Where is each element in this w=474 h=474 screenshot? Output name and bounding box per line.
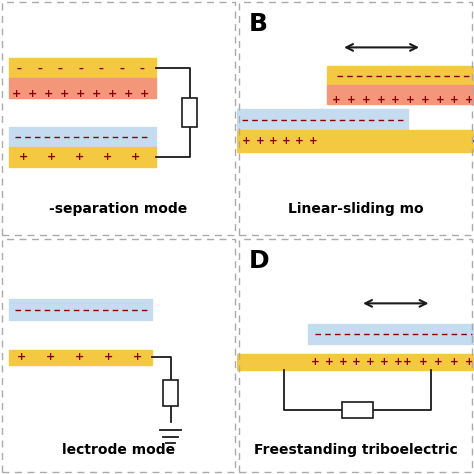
Text: +: + — [376, 94, 385, 105]
Text: –: – — [78, 63, 83, 73]
Text: +: + — [46, 352, 55, 362]
Bar — [327, 85, 474, 104]
Text: +: + — [436, 94, 444, 105]
Text: -separation mode: -separation mode — [49, 201, 188, 216]
Text: –: – — [99, 63, 103, 73]
Text: +: + — [311, 357, 319, 367]
Text: +: + — [133, 352, 142, 362]
Text: +: + — [130, 152, 140, 162]
Text: +: + — [362, 94, 370, 105]
Bar — [182, 99, 197, 127]
Text: +: + — [406, 94, 415, 105]
Bar — [342, 402, 374, 418]
Text: +: + — [347, 94, 356, 105]
Bar — [237, 130, 474, 152]
Bar — [9, 58, 156, 78]
Text: +: + — [17, 352, 26, 362]
Bar — [9, 147, 156, 167]
Bar — [308, 323, 474, 344]
Text: +: + — [242, 136, 251, 146]
Text: +: + — [449, 357, 458, 367]
Text: +: + — [465, 357, 474, 367]
Bar — [237, 355, 474, 370]
Text: +: + — [75, 352, 84, 362]
Bar — [327, 66, 474, 85]
Text: +: + — [309, 136, 317, 146]
Text: +: + — [140, 89, 149, 99]
Text: +: + — [28, 89, 37, 99]
Text: –: – — [17, 63, 21, 73]
Text: +: + — [60, 89, 69, 99]
Text: +: + — [403, 357, 412, 367]
Text: +: + — [108, 89, 117, 99]
Bar — [9, 350, 152, 365]
Text: D: D — [249, 249, 270, 273]
Text: +: + — [255, 136, 264, 146]
Text: +: + — [47, 152, 56, 162]
Text: +: + — [124, 89, 133, 99]
Text: –: – — [58, 63, 63, 73]
Text: +: + — [434, 357, 443, 367]
Text: Freestanding triboelectric: Freestanding triboelectric — [254, 443, 457, 457]
Bar — [9, 299, 152, 320]
Bar — [9, 78, 156, 99]
Text: +: + — [75, 152, 84, 162]
Bar — [9, 127, 156, 147]
Bar — [237, 109, 408, 130]
Text: +: + — [380, 357, 389, 367]
Text: +: + — [104, 352, 113, 362]
Text: +: + — [295, 136, 304, 146]
Text: –: – — [119, 63, 124, 73]
Text: +: + — [352, 357, 361, 367]
Text: +: + — [282, 136, 291, 146]
Text: Linear-sliding mo: Linear-sliding mo — [288, 201, 423, 216]
Text: +: + — [92, 89, 101, 99]
Text: +: + — [450, 94, 459, 105]
Text: +: + — [76, 89, 85, 99]
Text: B: B — [249, 12, 268, 36]
Text: +: + — [366, 357, 375, 367]
Text: +: + — [44, 89, 53, 99]
Text: +: + — [19, 152, 28, 162]
Text: +: + — [332, 94, 341, 105]
Text: –: – — [37, 63, 42, 73]
Text: +: + — [420, 94, 429, 105]
Text: +: + — [465, 94, 474, 105]
Text: –: – — [140, 63, 145, 73]
Text: +: + — [102, 152, 112, 162]
Text: +: + — [12, 89, 21, 99]
Text: +: + — [394, 357, 402, 367]
Text: +: + — [269, 136, 277, 146]
Text: +: + — [391, 94, 400, 105]
Text: +: + — [338, 357, 347, 367]
Text: +: + — [419, 357, 428, 367]
Bar — [163, 380, 178, 407]
Text: +: + — [325, 357, 333, 367]
Text: lectrode mode: lectrode mode — [62, 443, 175, 457]
